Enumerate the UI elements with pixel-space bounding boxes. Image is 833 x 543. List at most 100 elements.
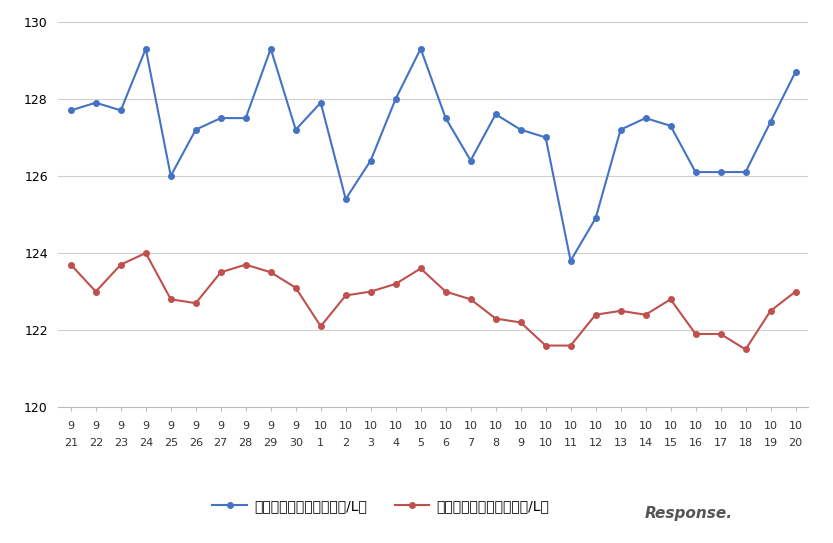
Text: 9: 9 bbox=[67, 421, 74, 431]
レギュラー看板価格（円/L） bbox=[566, 257, 576, 264]
Text: 9: 9 bbox=[92, 421, 99, 431]
Text: Response.: Response. bbox=[645, 506, 733, 521]
レギュラー実売価格（円/L） bbox=[191, 300, 201, 306]
Text: 9: 9 bbox=[517, 438, 524, 448]
レギュラー看板価格（円/L） bbox=[716, 169, 726, 175]
Text: 10: 10 bbox=[714, 421, 727, 431]
レギュラー実売価格（円/L） bbox=[666, 296, 676, 302]
レギュラー看板価格（円/L） bbox=[691, 169, 701, 175]
Text: 9: 9 bbox=[292, 421, 299, 431]
レギュラー実売価格（円/L） bbox=[591, 312, 601, 318]
レギュラー看板価格（円/L） bbox=[166, 173, 176, 179]
Text: 6: 6 bbox=[442, 438, 449, 448]
レギュラー実売価格（円/L） bbox=[566, 342, 576, 349]
レギュラー実売価格（円/L） bbox=[116, 261, 126, 268]
レギュラー看板価格（円/L） bbox=[616, 127, 626, 133]
レギュラー看板価格（円/L） bbox=[241, 115, 251, 121]
Text: 9: 9 bbox=[142, 421, 149, 431]
レギュラー看板価格（円/L） bbox=[591, 215, 601, 222]
レギュラー実売価格（円/L） bbox=[291, 285, 301, 291]
Text: 10: 10 bbox=[389, 421, 402, 431]
Text: 23: 23 bbox=[114, 438, 127, 448]
Text: 15: 15 bbox=[664, 438, 677, 448]
Text: 10: 10 bbox=[489, 421, 502, 431]
レギュラー看板価格（円/L） bbox=[666, 123, 676, 129]
Text: 16: 16 bbox=[689, 438, 702, 448]
Text: 18: 18 bbox=[739, 438, 752, 448]
レギュラー実売価格（円/L） bbox=[791, 288, 801, 295]
Text: 10: 10 bbox=[689, 421, 702, 431]
Text: 10: 10 bbox=[514, 421, 527, 431]
レギュラー実売価格（円/L） bbox=[516, 319, 526, 326]
Text: 9: 9 bbox=[217, 421, 224, 431]
Text: 12: 12 bbox=[589, 438, 602, 448]
Text: 9: 9 bbox=[167, 421, 174, 431]
レギュラー実売価格（円/L） bbox=[366, 288, 376, 295]
レギュラー実売価格（円/L） bbox=[541, 342, 551, 349]
Line: レギュラー実売価格（円/L）: レギュラー実売価格（円/L） bbox=[68, 250, 798, 352]
Text: 10: 10 bbox=[414, 421, 427, 431]
レギュラー実売価格（円/L） bbox=[241, 261, 251, 268]
レギュラー実売価格（円/L） bbox=[691, 331, 701, 337]
レギュラー実売価格（円/L） bbox=[491, 315, 501, 322]
Text: 17: 17 bbox=[714, 438, 727, 448]
Text: 27: 27 bbox=[213, 438, 228, 448]
Text: 25: 25 bbox=[164, 438, 177, 448]
Text: 28: 28 bbox=[238, 438, 253, 448]
Text: 10: 10 bbox=[564, 421, 577, 431]
Text: 3: 3 bbox=[367, 438, 374, 448]
レギュラー実売価格（円/L） bbox=[741, 346, 751, 353]
Text: 10: 10 bbox=[539, 438, 552, 448]
レギュラー実売価格（円/L） bbox=[266, 269, 276, 276]
レギュラー看板価格（円/L） bbox=[416, 46, 426, 52]
レギュラー看板価格（円/L） bbox=[791, 68, 801, 75]
Text: 9: 9 bbox=[267, 421, 274, 431]
Legend: レギュラー看板価格（円/L）, レギュラー実売価格（円/L）: レギュラー看板価格（円/L）, レギュラー実売価格（円/L） bbox=[212, 499, 549, 513]
レギュラー実売価格（円/L） bbox=[391, 281, 401, 287]
レギュラー実売価格（円/L） bbox=[216, 269, 226, 276]
レギュラー看板価格（円/L） bbox=[341, 196, 351, 203]
レギュラー実売価格（円/L） bbox=[616, 308, 626, 314]
レギュラー看板価格（円/L） bbox=[316, 99, 326, 106]
レギュラー実売価格（円/L） bbox=[441, 288, 451, 295]
レギュラー看板価格（円/L） bbox=[741, 169, 751, 175]
Text: 21: 21 bbox=[64, 438, 77, 448]
Text: 14: 14 bbox=[639, 438, 652, 448]
Text: 10: 10 bbox=[614, 421, 627, 431]
Text: 11: 11 bbox=[564, 438, 577, 448]
Text: 10: 10 bbox=[789, 421, 802, 431]
Text: 19: 19 bbox=[764, 438, 777, 448]
レギュラー実売価格（円/L） bbox=[416, 265, 426, 272]
Text: 10: 10 bbox=[764, 421, 777, 431]
Text: 10: 10 bbox=[589, 421, 602, 431]
Text: 10: 10 bbox=[439, 421, 452, 431]
Text: 2: 2 bbox=[342, 438, 349, 448]
レギュラー看板価格（円/L） bbox=[516, 127, 526, 133]
Line: レギュラー看板価格（円/L）: レギュラー看板価格（円/L） bbox=[68, 46, 798, 263]
レギュラー実売価格（円/L） bbox=[166, 296, 176, 302]
Text: 26: 26 bbox=[189, 438, 202, 448]
Text: 9: 9 bbox=[192, 421, 199, 431]
Text: 7: 7 bbox=[467, 438, 474, 448]
Text: 10: 10 bbox=[339, 421, 352, 431]
レギュラー看板価格（円/L） bbox=[141, 46, 151, 52]
Text: 10: 10 bbox=[364, 421, 377, 431]
レギュラー看板価格（円/L） bbox=[191, 127, 201, 133]
Text: 10: 10 bbox=[314, 421, 327, 431]
Text: 10: 10 bbox=[539, 421, 552, 431]
レギュラー実売価格（円/L） bbox=[641, 312, 651, 318]
Text: 10: 10 bbox=[664, 421, 677, 431]
Text: 22: 22 bbox=[88, 438, 103, 448]
レギュラー実売価格（円/L） bbox=[91, 288, 101, 295]
Text: 4: 4 bbox=[392, 438, 399, 448]
Text: 20: 20 bbox=[789, 438, 802, 448]
レギュラー看板価格（円/L） bbox=[441, 115, 451, 121]
レギュラー看板価格（円/L） bbox=[116, 107, 126, 113]
レギュラー看板価格（円/L） bbox=[216, 115, 226, 121]
レギュラー実売価格（円/L） bbox=[66, 261, 76, 268]
レギュラー実売価格（円/L） bbox=[716, 331, 726, 337]
Text: 5: 5 bbox=[417, 438, 424, 448]
Text: 10: 10 bbox=[639, 421, 652, 431]
レギュラー看板価格（円/L） bbox=[66, 107, 76, 113]
レギュラー実売価格（円/L） bbox=[141, 250, 151, 256]
